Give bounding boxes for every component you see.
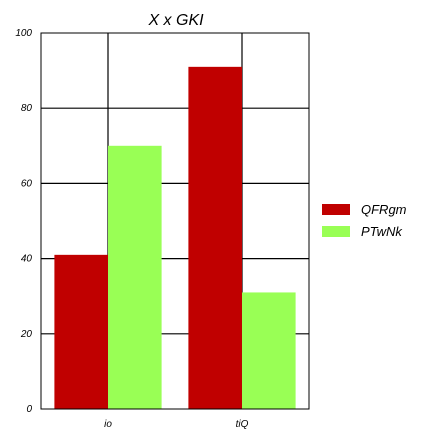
bar-PTwNk-tiQ bbox=[242, 292, 296, 409]
legend-label-QFRgm: QFRgm bbox=[361, 202, 407, 217]
x-axis-ticks: io tiQ bbox=[104, 419, 249, 430]
y-tick-label: 20 bbox=[20, 329, 33, 340]
y-tick-label: 60 bbox=[21, 178, 33, 189]
plot-frame bbox=[40, 32, 310, 410]
y-tick-label: 100 bbox=[15, 28, 32, 39]
x-tick-label: io bbox=[104, 419, 112, 430]
y-tick-label: 40 bbox=[21, 254, 33, 265]
legend-label-PTwNk: PTwNk bbox=[361, 224, 403, 239]
bar-PTwNk-io bbox=[108, 145, 162, 410]
chart-title: X x GKI bbox=[147, 12, 204, 29]
x-tick-label: tiQ bbox=[236, 419, 249, 430]
y-tick-label: 0 bbox=[26, 404, 32, 415]
legend-swatch-QFRgm bbox=[322, 204, 350, 215]
y-tick-label: 80 bbox=[21, 103, 33, 114]
legend-swatch-PTwNk bbox=[322, 226, 350, 237]
y-axis-ticks: 0 20 40 60 80 100 bbox=[15, 28, 32, 415]
bars bbox=[54, 66, 296, 410]
legend: QFRgm PTwNk bbox=[322, 202, 407, 239]
bar-QFRgm-tiQ bbox=[188, 66, 242, 409]
bar-QFRgm-io bbox=[54, 254, 108, 409]
